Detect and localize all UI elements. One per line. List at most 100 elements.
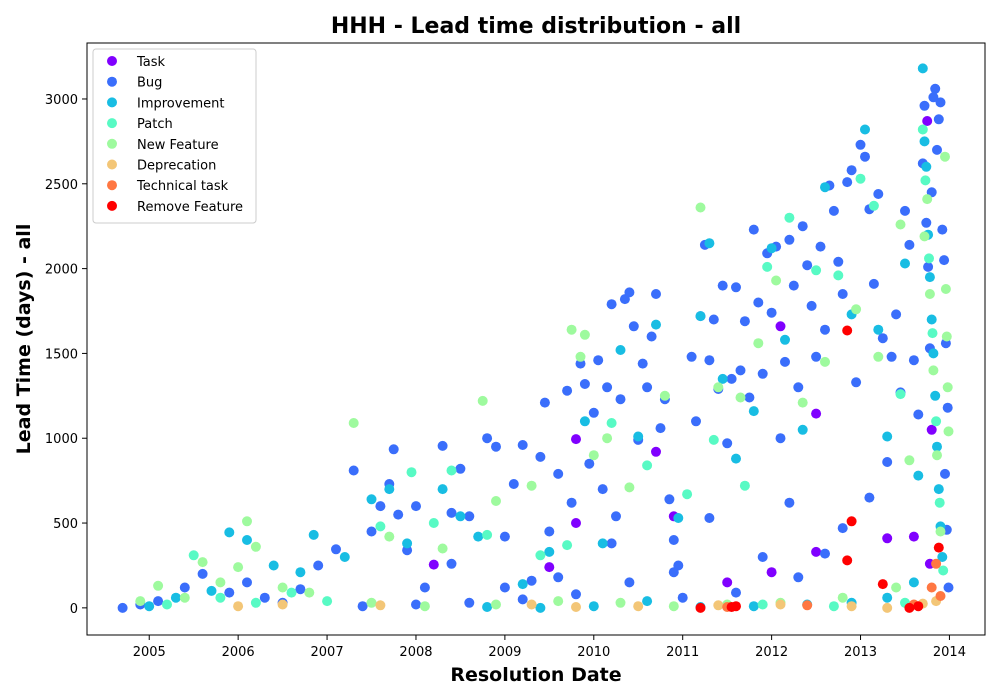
legend-label: Task [136,55,166,70]
data-point [473,531,484,542]
data-point [615,597,626,608]
data-point [917,124,928,135]
data-point [308,529,319,540]
y-tick-label: 2000 [45,263,78,278]
data-point [637,358,648,369]
data-point [921,217,932,228]
y-axis-label: Lead Time (days) - all [13,224,35,455]
y-tick-label: 500 [53,517,78,532]
data-point [873,324,884,335]
data-point [668,535,679,545]
data-point [942,402,953,413]
data-point [477,395,488,406]
data-point [633,601,644,612]
data-point [508,479,519,489]
data-point [802,600,813,611]
data-point [895,389,906,400]
legend-marker [107,56,117,66]
data-point [366,494,377,505]
data-point [544,546,555,557]
data-point [811,351,822,362]
data-point [913,409,924,420]
data-point [242,516,252,527]
data-point [771,275,782,286]
data-point [259,592,270,603]
data-point [482,433,493,444]
data-point [932,450,942,461]
data-point [820,548,830,559]
data-point [517,440,528,450]
data-point [482,602,493,612]
data-point [775,433,786,444]
data-point [748,224,759,235]
data-point [419,601,430,612]
data-point [704,355,715,366]
data-point [491,599,501,610]
data-point [921,161,932,172]
data-point [811,265,822,276]
data-point [242,535,252,545]
data-point [153,580,164,591]
data-point [942,382,953,393]
x-tick-label: 2005 [133,645,166,660]
legend: Task Bug Improvement Patch New Feature Deprec… [92,48,257,224]
data-point [820,356,830,367]
data-point [766,307,777,318]
data-point [526,575,537,586]
data-point [828,205,839,216]
data-point [919,100,930,111]
data-point [928,365,939,376]
data-point [593,355,604,366]
data-point [908,355,919,366]
data-point [571,602,581,612]
data-point [891,582,902,593]
data-point [726,373,737,384]
data-point [668,601,679,612]
data-point [526,480,537,491]
x-axis-label: Resolution Date [450,664,621,686]
data-point [553,596,564,607]
data-point [428,518,439,528]
data-point [793,572,804,583]
data-point [553,468,564,479]
data-point [919,231,930,242]
plot-area [117,63,954,613]
data-point [704,513,715,523]
data-point [748,601,759,612]
data-point [179,582,190,593]
data-point [544,526,555,537]
data-point [797,221,808,232]
data-point [748,406,759,417]
data-point [731,601,741,612]
data-point [277,599,288,610]
data-point [908,531,919,542]
data-point [882,602,893,613]
data-point [802,260,813,271]
data-point [295,567,306,578]
data-point [384,484,395,495]
data-point [882,431,893,442]
data-point [833,256,844,267]
data-point [828,601,839,612]
data-point [566,324,577,335]
data-point [491,441,501,452]
x-tick-label: 2006 [222,645,255,660]
data-point [928,348,939,359]
data-point [904,239,915,250]
data-point [464,597,475,608]
data-point [535,550,546,561]
data-point [935,97,946,108]
data-point [188,550,199,561]
data-point [295,584,306,595]
data-point [920,175,931,186]
data-point [851,304,862,315]
data-point [933,484,944,495]
data-point [339,552,350,562]
data-point [937,552,948,562]
data-point [895,219,906,230]
data-point [597,484,608,495]
x-tick-label: 2011 [666,645,699,660]
data-point [855,139,866,150]
data-point [757,552,768,562]
x-tick-label: 2012 [755,645,788,660]
